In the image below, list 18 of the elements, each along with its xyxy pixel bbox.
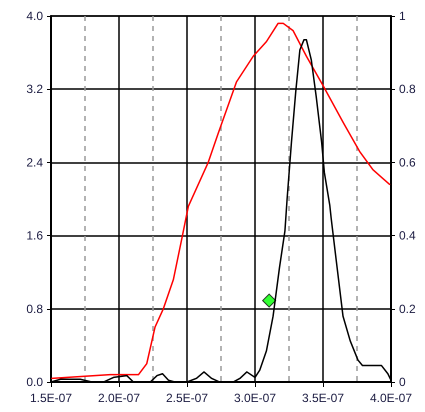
x-tick-label: 3.5E-07 — [302, 391, 344, 405]
y-tick-label: 4.0 — [26, 9, 44, 23]
y-tick-label: 1.6 — [26, 228, 44, 243]
y-tick-label: 2.4 — [26, 155, 44, 170]
y2-tick-label: 0 — [399, 375, 406, 389]
y-tick-label: 3.2 — [26, 82, 44, 96]
y2-tick-label: 0.4 — [399, 228, 416, 243]
y2-tick-label: 0.2 — [399, 302, 416, 316]
y2-tick-label: 0.6 — [399, 155, 416, 170]
y2-tick-label: 1 — [399, 9, 406, 23]
y2-tick-label: 0.8 — [399, 82, 416, 96]
x-tick-label: 2.5E-07 — [166, 391, 208, 405]
y-tick-label: 0.0 — [26, 375, 44, 389]
x-tick-label: 4.0E-07 — [370, 391, 412, 405]
x-tick-label: 3.0E-07 — [234, 391, 276, 405]
y-tick-label: 0.8 — [26, 302, 44, 316]
x-tick-label: 2.0E-07 — [98, 391, 140, 405]
x-tick-label: 1.5E-07 — [30, 391, 72, 405]
